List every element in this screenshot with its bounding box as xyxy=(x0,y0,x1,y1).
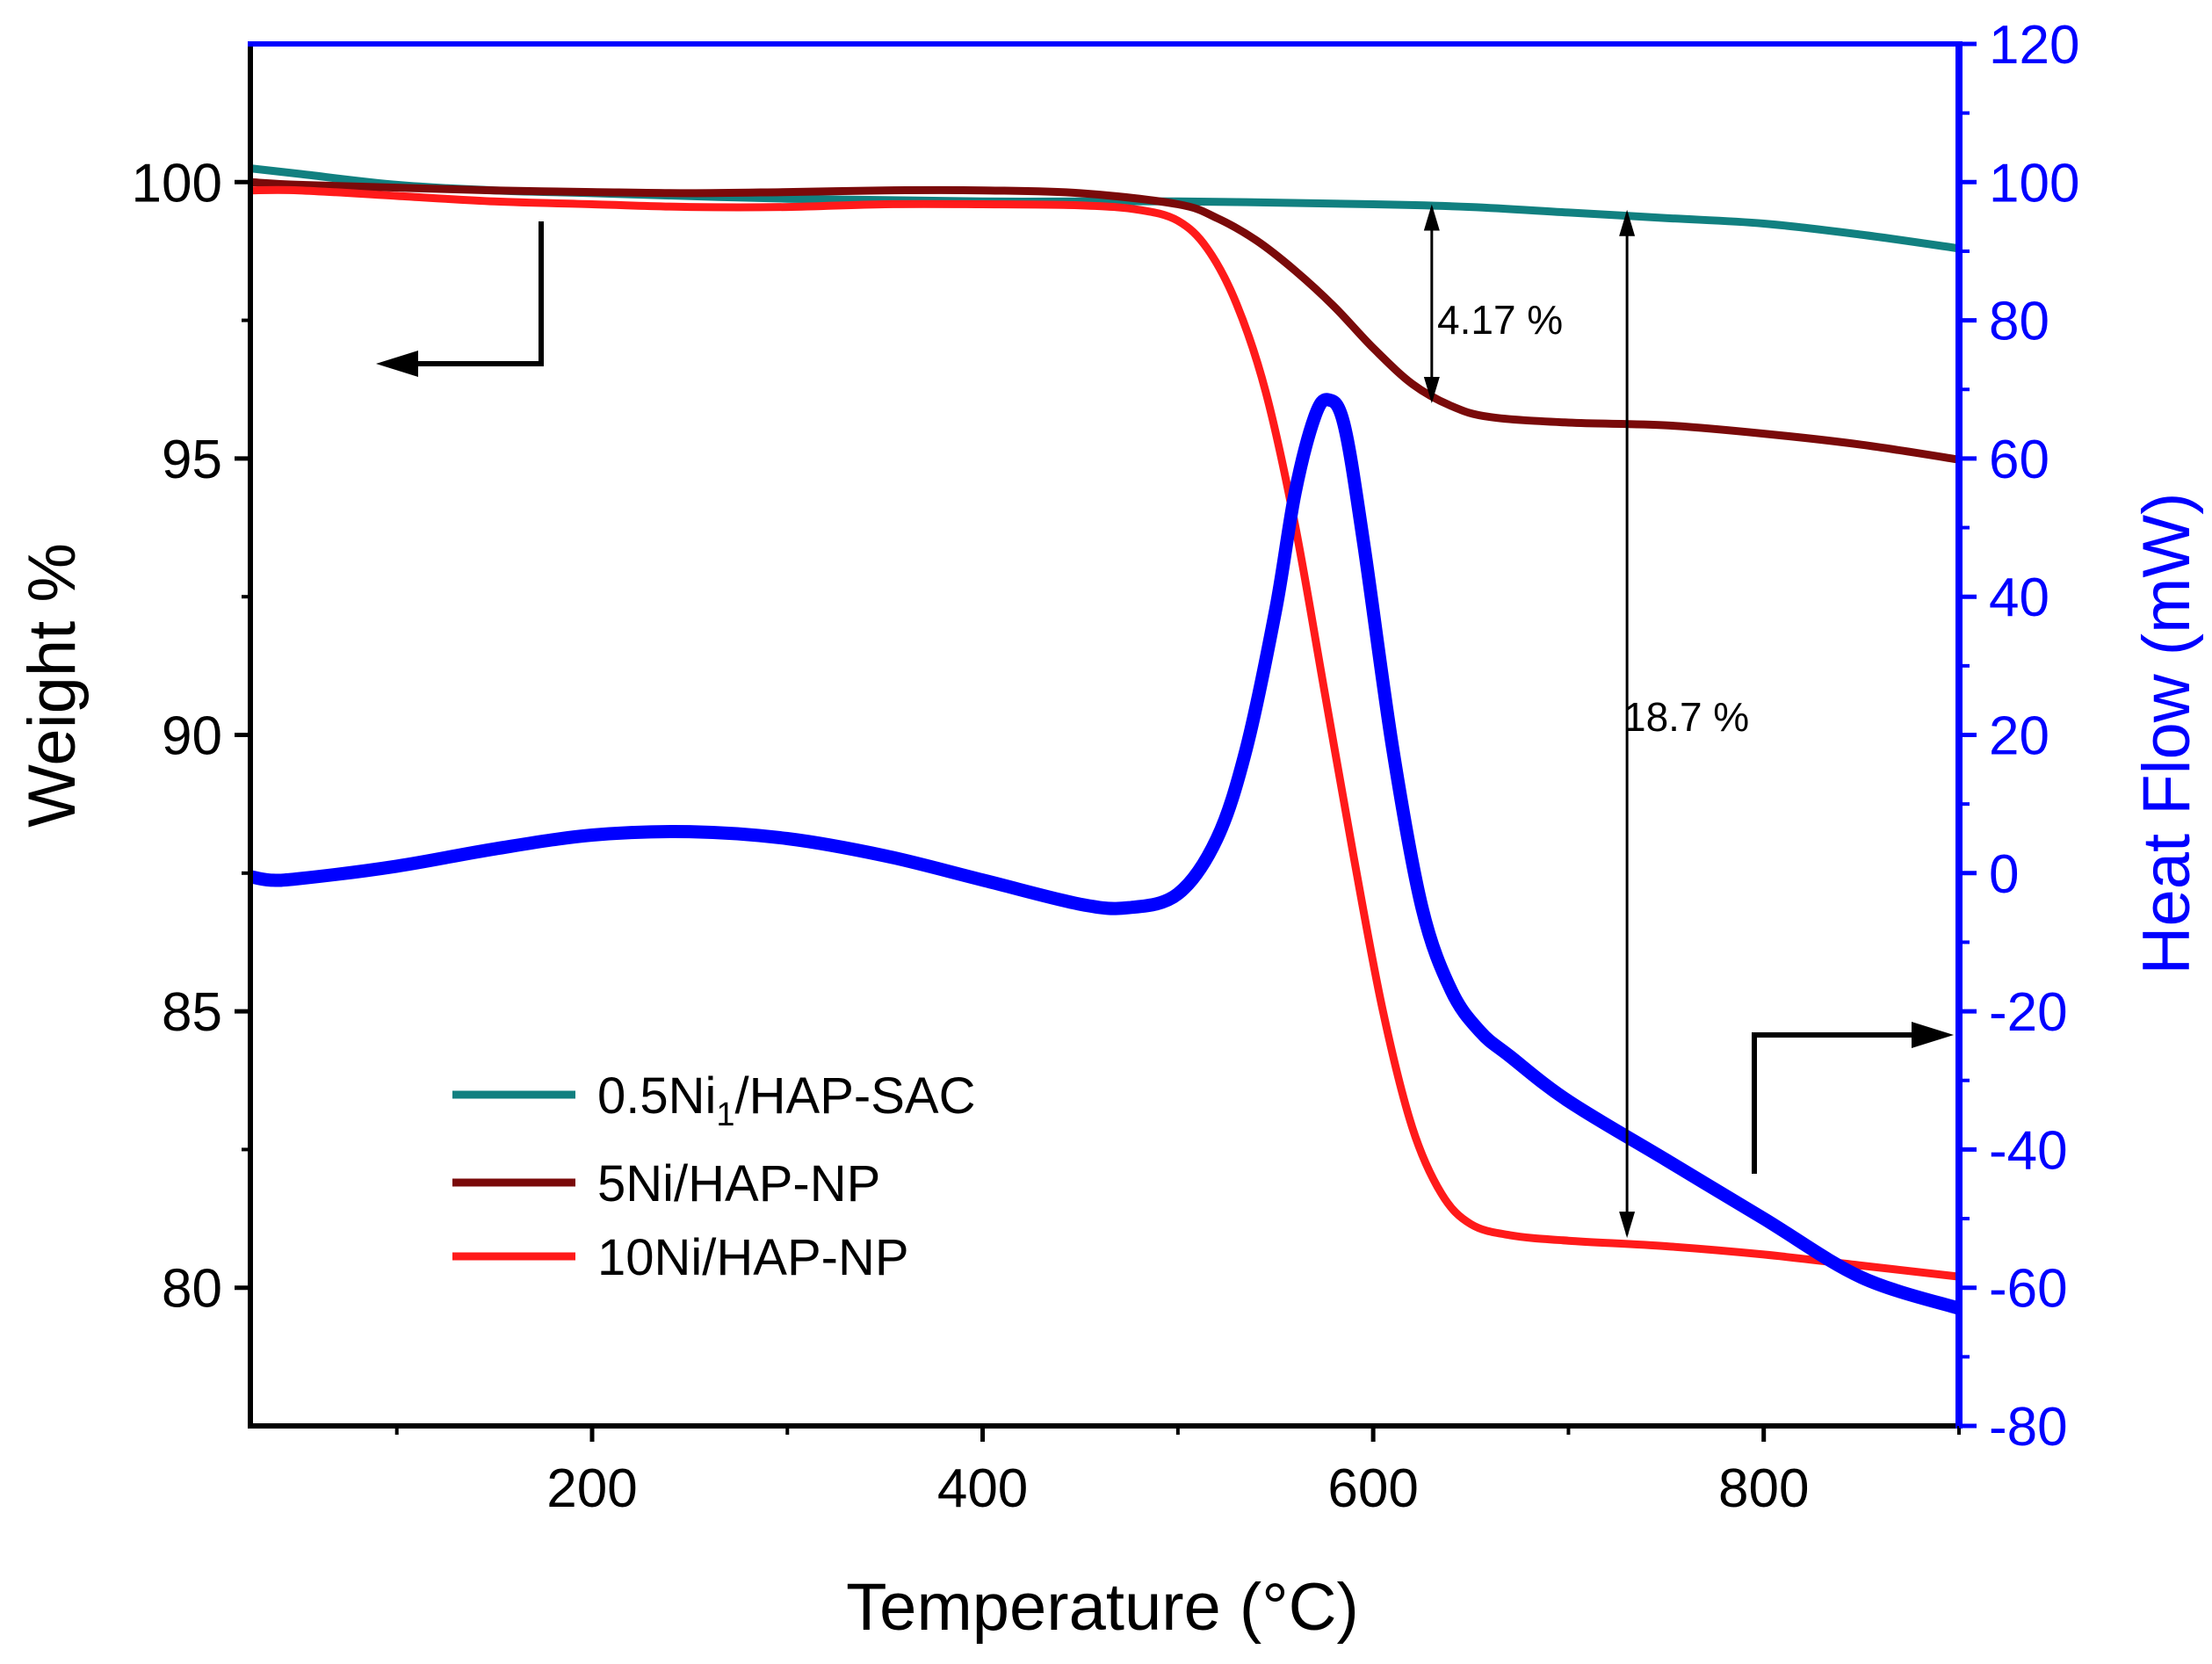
series-line-10ni-hap-np xyxy=(249,185,1960,1281)
x-tick-label: 600 xyxy=(1327,1458,1418,1519)
annot-2-label: 18.7 % xyxy=(1623,694,1749,740)
y-right-axis-title: Heat Flow (mW) xyxy=(2129,493,2204,975)
annot-1-label: 4.17 % xyxy=(1437,297,1563,343)
x-tick-label: 400 xyxy=(937,1458,1028,1519)
y-right-tick-label: -60 xyxy=(1989,1259,2068,1320)
y-left-tick-label: 80 xyxy=(162,1259,222,1320)
y-right-tick-label: 20 xyxy=(1989,706,2049,767)
weight-loss-4.17-annotation: 4.17 % xyxy=(1423,204,1563,403)
plot-lines xyxy=(249,164,1962,1315)
y-left-tick-label: 90 xyxy=(162,706,222,767)
annot-1-arrowhead-bottom xyxy=(1423,376,1440,403)
annot-2-arrowhead-bottom xyxy=(1619,1212,1636,1239)
series-line-heat-flow xyxy=(249,393,1962,1315)
y-right-tick-label: 80 xyxy=(1989,292,2049,352)
y-right-tick-label: -80 xyxy=(1989,1397,2068,1458)
y-left-tick-label: 100 xyxy=(132,153,222,213)
y-right-tick-label: -40 xyxy=(1989,1120,2068,1181)
left-axis-pointer-arrow xyxy=(376,221,544,377)
y-right-tick-label: 60 xyxy=(1989,430,2049,490)
series-line-5ni-hap-np xyxy=(249,177,1960,464)
y-right-tick-label: 0 xyxy=(1989,844,2019,905)
legend-label-5ni: 5Ni/HAP-NP xyxy=(597,1155,880,1212)
x-tick-label: 800 xyxy=(1718,1458,1809,1519)
y-right-tick-label: 100 xyxy=(1989,153,2079,213)
y-left-tick-label: 95 xyxy=(162,430,222,490)
annot-1-arrowhead-top xyxy=(1423,204,1440,231)
y-right-tick-label: 120 xyxy=(1989,15,2079,76)
annot-2-arrowhead-top xyxy=(1619,209,1636,236)
weight-loss-18.7-annotation: 18.7 % xyxy=(1619,209,1749,1239)
y-left-tick-label: 85 xyxy=(162,982,222,1043)
y-right-tick-label: -20 xyxy=(1989,982,2068,1043)
x-axis-title: Temperature (°C) xyxy=(846,1570,1359,1645)
legend: 0.5Ni1/HAP-SAC 5Ni/HAP-NP 10Ni/HAP-NP xyxy=(452,1067,976,1286)
legend-label-10ni: 10Ni/HAP-NP xyxy=(597,1229,909,1286)
y-right-tick-label: 40 xyxy=(1989,568,2049,628)
x-tick-label: 200 xyxy=(546,1458,637,1519)
y-left-axis-title: Weight % xyxy=(15,543,90,828)
ticks: 200 400 600 800 80 85 90 95 100 -80 -60 -40 -20 0 20 40… xyxy=(132,15,2080,1519)
right-axis-pointer-arrow xyxy=(1752,1022,1954,1174)
legend-label-sac: 0.5Ni1/HAP-SAC xyxy=(597,1067,976,1133)
